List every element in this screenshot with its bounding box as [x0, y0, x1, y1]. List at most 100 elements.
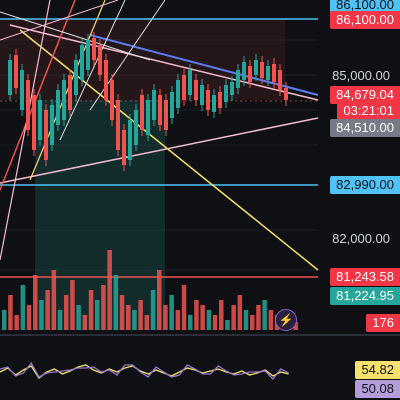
volume-tag: 176	[366, 314, 400, 332]
trendline-pink-steep	[0, 0, 51, 261]
volume-bar	[107, 250, 112, 330]
volume-bar	[262, 300, 267, 330]
candle-body	[140, 95, 144, 130]
candle-body	[56, 90, 60, 125]
candle-body	[134, 110, 138, 145]
volume-bar	[2, 310, 7, 330]
candle-body	[152, 90, 156, 120]
candle-body	[260, 62, 264, 78]
volume-bar	[144, 315, 150, 330]
price-tag-top-red: 86,100.00	[330, 11, 400, 29]
level-green-tag: 81,224.95	[330, 287, 400, 305]
candle-body	[110, 80, 114, 120]
candle-body	[272, 64, 276, 82]
volume-bar	[256, 305, 261, 330]
volume-bar	[150, 290, 156, 330]
volume-bar	[194, 300, 199, 330]
candle-body	[26, 80, 30, 130]
trendline-price-tag: 84,510.00	[330, 119, 400, 137]
volume-bar	[95, 300, 100, 330]
volume-bar	[45, 290, 50, 330]
candle-body	[254, 60, 258, 75]
volume-bar	[20, 285, 26, 330]
candle-body	[158, 95, 162, 125]
volume-bar	[101, 285, 106, 330]
candle-body	[68, 75, 72, 110]
candle-body	[50, 105, 54, 145]
candle-body	[284, 88, 288, 100]
candle-body	[146, 100, 150, 135]
volume-bar	[181, 285, 187, 330]
candle-body	[92, 38, 96, 60]
candle-body	[44, 110, 48, 160]
candle-body	[74, 60, 78, 95]
oscillator-line-purple	[0, 361, 289, 380]
volume-bar	[293, 322, 298, 330]
price-axis-label-85000: 85,000.00	[332, 68, 390, 83]
candle-body	[14, 55, 18, 88]
volume-bar	[243, 310, 249, 330]
candle-body	[86, 40, 90, 70]
trendline-yellow-steep	[29, 0, 106, 181]
trendline-white-3	[0, 11, 151, 61]
volume-bar	[231, 305, 236, 330]
candle-body	[32, 95, 36, 150]
long-zone	[35, 100, 165, 330]
pane-divider[interactable]	[0, 334, 400, 336]
volume-bar	[206, 310, 212, 330]
candle-body	[248, 66, 252, 82]
candle-body	[8, 60, 12, 95]
volume-bar	[212, 315, 218, 330]
candle-body	[98, 45, 102, 75]
volume-bar	[200, 305, 205, 330]
bolt-icon[interactable]: ⚡	[275, 309, 297, 331]
volume-bar	[70, 280, 75, 330]
volume-bar	[138, 300, 143, 330]
volume-bar	[113, 275, 119, 330]
short-zone	[0, 20, 285, 100]
volume-bar	[33, 275, 38, 330]
volume-bar	[157, 270, 162, 330]
candle-body	[128, 120, 132, 160]
volume-bar	[14, 315, 19, 330]
candle-body	[170, 92, 174, 118]
volume-bar	[225, 320, 230, 330]
trendline-pink-top	[0, 0, 119, 41]
volume-bar	[39, 300, 44, 330]
level-red-tag: 81,243.58	[330, 268, 400, 286]
volume-bar	[188, 315, 193, 330]
volume-bar	[119, 295, 125, 330]
candle-body	[224, 85, 228, 102]
candle-body	[218, 92, 222, 108]
support-level-tag: 82,990.00	[330, 176, 400, 194]
last-price-tag: 84,679.04	[330, 86, 400, 104]
candle-body	[266, 66, 270, 80]
oscillator-yellow-tag: 54.82	[355, 361, 400, 379]
volume-bar	[64, 295, 69, 330]
trendline-white-1	[59, 0, 126, 141]
candle-body	[194, 80, 198, 100]
trendline-pink-high	[9, 24, 319, 101]
oscillator-line-yellow	[0, 364, 289, 379]
volume-bar	[219, 300, 224, 330]
volume-bar	[76, 305, 81, 330]
price-tag-top-cyan: 86,100.00	[330, 0, 400, 14]
candle-body	[176, 80, 180, 108]
candle-body	[230, 82, 234, 95]
candle-body	[236, 70, 240, 88]
candle-body	[182, 75, 186, 100]
volume-bar	[88, 290, 94, 330]
volume-bar	[250, 315, 255, 330]
candle-body	[278, 70, 282, 90]
candle-body	[164, 100, 168, 130]
candle-body	[242, 62, 246, 80]
volume-bar	[51, 270, 57, 330]
oscillator-purple-tag: 50.08	[355, 380, 400, 398]
volume-bar	[57, 310, 63, 330]
volume-bar	[163, 305, 168, 330]
price-axis-label-82000: 82,000.00	[332, 231, 390, 246]
trendline-white-2	[89, 0, 166, 111]
candle-body	[104, 60, 108, 100]
